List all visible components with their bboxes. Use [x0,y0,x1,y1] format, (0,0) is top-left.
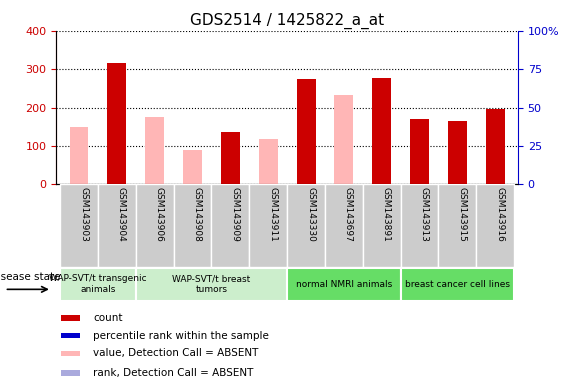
Bar [410,119,429,184]
Text: WAP-SVT/t transgenic
animals: WAP-SVT/t transgenic animals [49,275,147,294]
Text: GSM143904: GSM143904 [117,187,126,242]
Bar [401,184,439,267]
Bar [98,184,136,267]
Bar [363,184,401,267]
Bar [476,184,514,267]
Text: count: count [93,313,123,323]
Bar [136,184,173,267]
Bar [61,351,81,356]
Text: normal NMRI animals: normal NMRI animals [296,280,392,289]
Bar [61,333,81,338]
Text: GSM143891: GSM143891 [382,187,391,242]
Text: GSM143908: GSM143908 [193,187,202,242]
Bar [334,95,354,184]
Bar [145,117,164,184]
Bar [448,121,467,184]
Text: percentile rank within the sample: percentile rank within the sample [93,331,269,341]
Text: breast cancer cell lines: breast cancer cell lines [405,280,510,289]
Text: GSM143697: GSM143697 [344,187,353,242]
Bar [136,268,287,301]
Bar [259,139,278,184]
Bar [287,184,325,267]
Bar [183,150,202,184]
Bar [297,79,315,184]
Text: GSM143913: GSM143913 [419,187,428,242]
Text: GSM143915: GSM143915 [457,187,466,242]
Bar [212,184,249,267]
Bar [108,63,126,184]
Text: rank, Detection Call = ABSENT: rank, Detection Call = ABSENT [93,368,254,378]
Text: GSM143916: GSM143916 [495,187,504,242]
Bar [221,132,240,184]
Text: GSM143909: GSM143909 [230,187,239,242]
Bar [325,184,363,267]
Text: disease state: disease state [0,272,60,282]
Bar [439,184,476,267]
Text: GSM143911: GSM143911 [268,187,277,242]
Text: GSM143330: GSM143330 [306,187,315,242]
Bar [60,268,136,301]
Bar [401,268,514,301]
Text: value, Detection Call = ABSENT: value, Detection Call = ABSENT [93,348,259,358]
Bar [70,127,88,184]
Bar [249,184,287,267]
Bar [173,184,212,267]
Bar [486,109,504,184]
Bar [287,268,401,301]
Title: GDS2514 / 1425822_a_at: GDS2514 / 1425822_a_at [190,13,384,29]
Bar [372,78,391,184]
Text: GSM143903: GSM143903 [79,187,88,242]
Bar [60,184,98,267]
Text: GSM143906: GSM143906 [155,187,164,242]
Bar [61,315,81,321]
Bar [61,370,81,376]
Text: WAP-SVT/t breast
tumors: WAP-SVT/t breast tumors [172,275,251,294]
